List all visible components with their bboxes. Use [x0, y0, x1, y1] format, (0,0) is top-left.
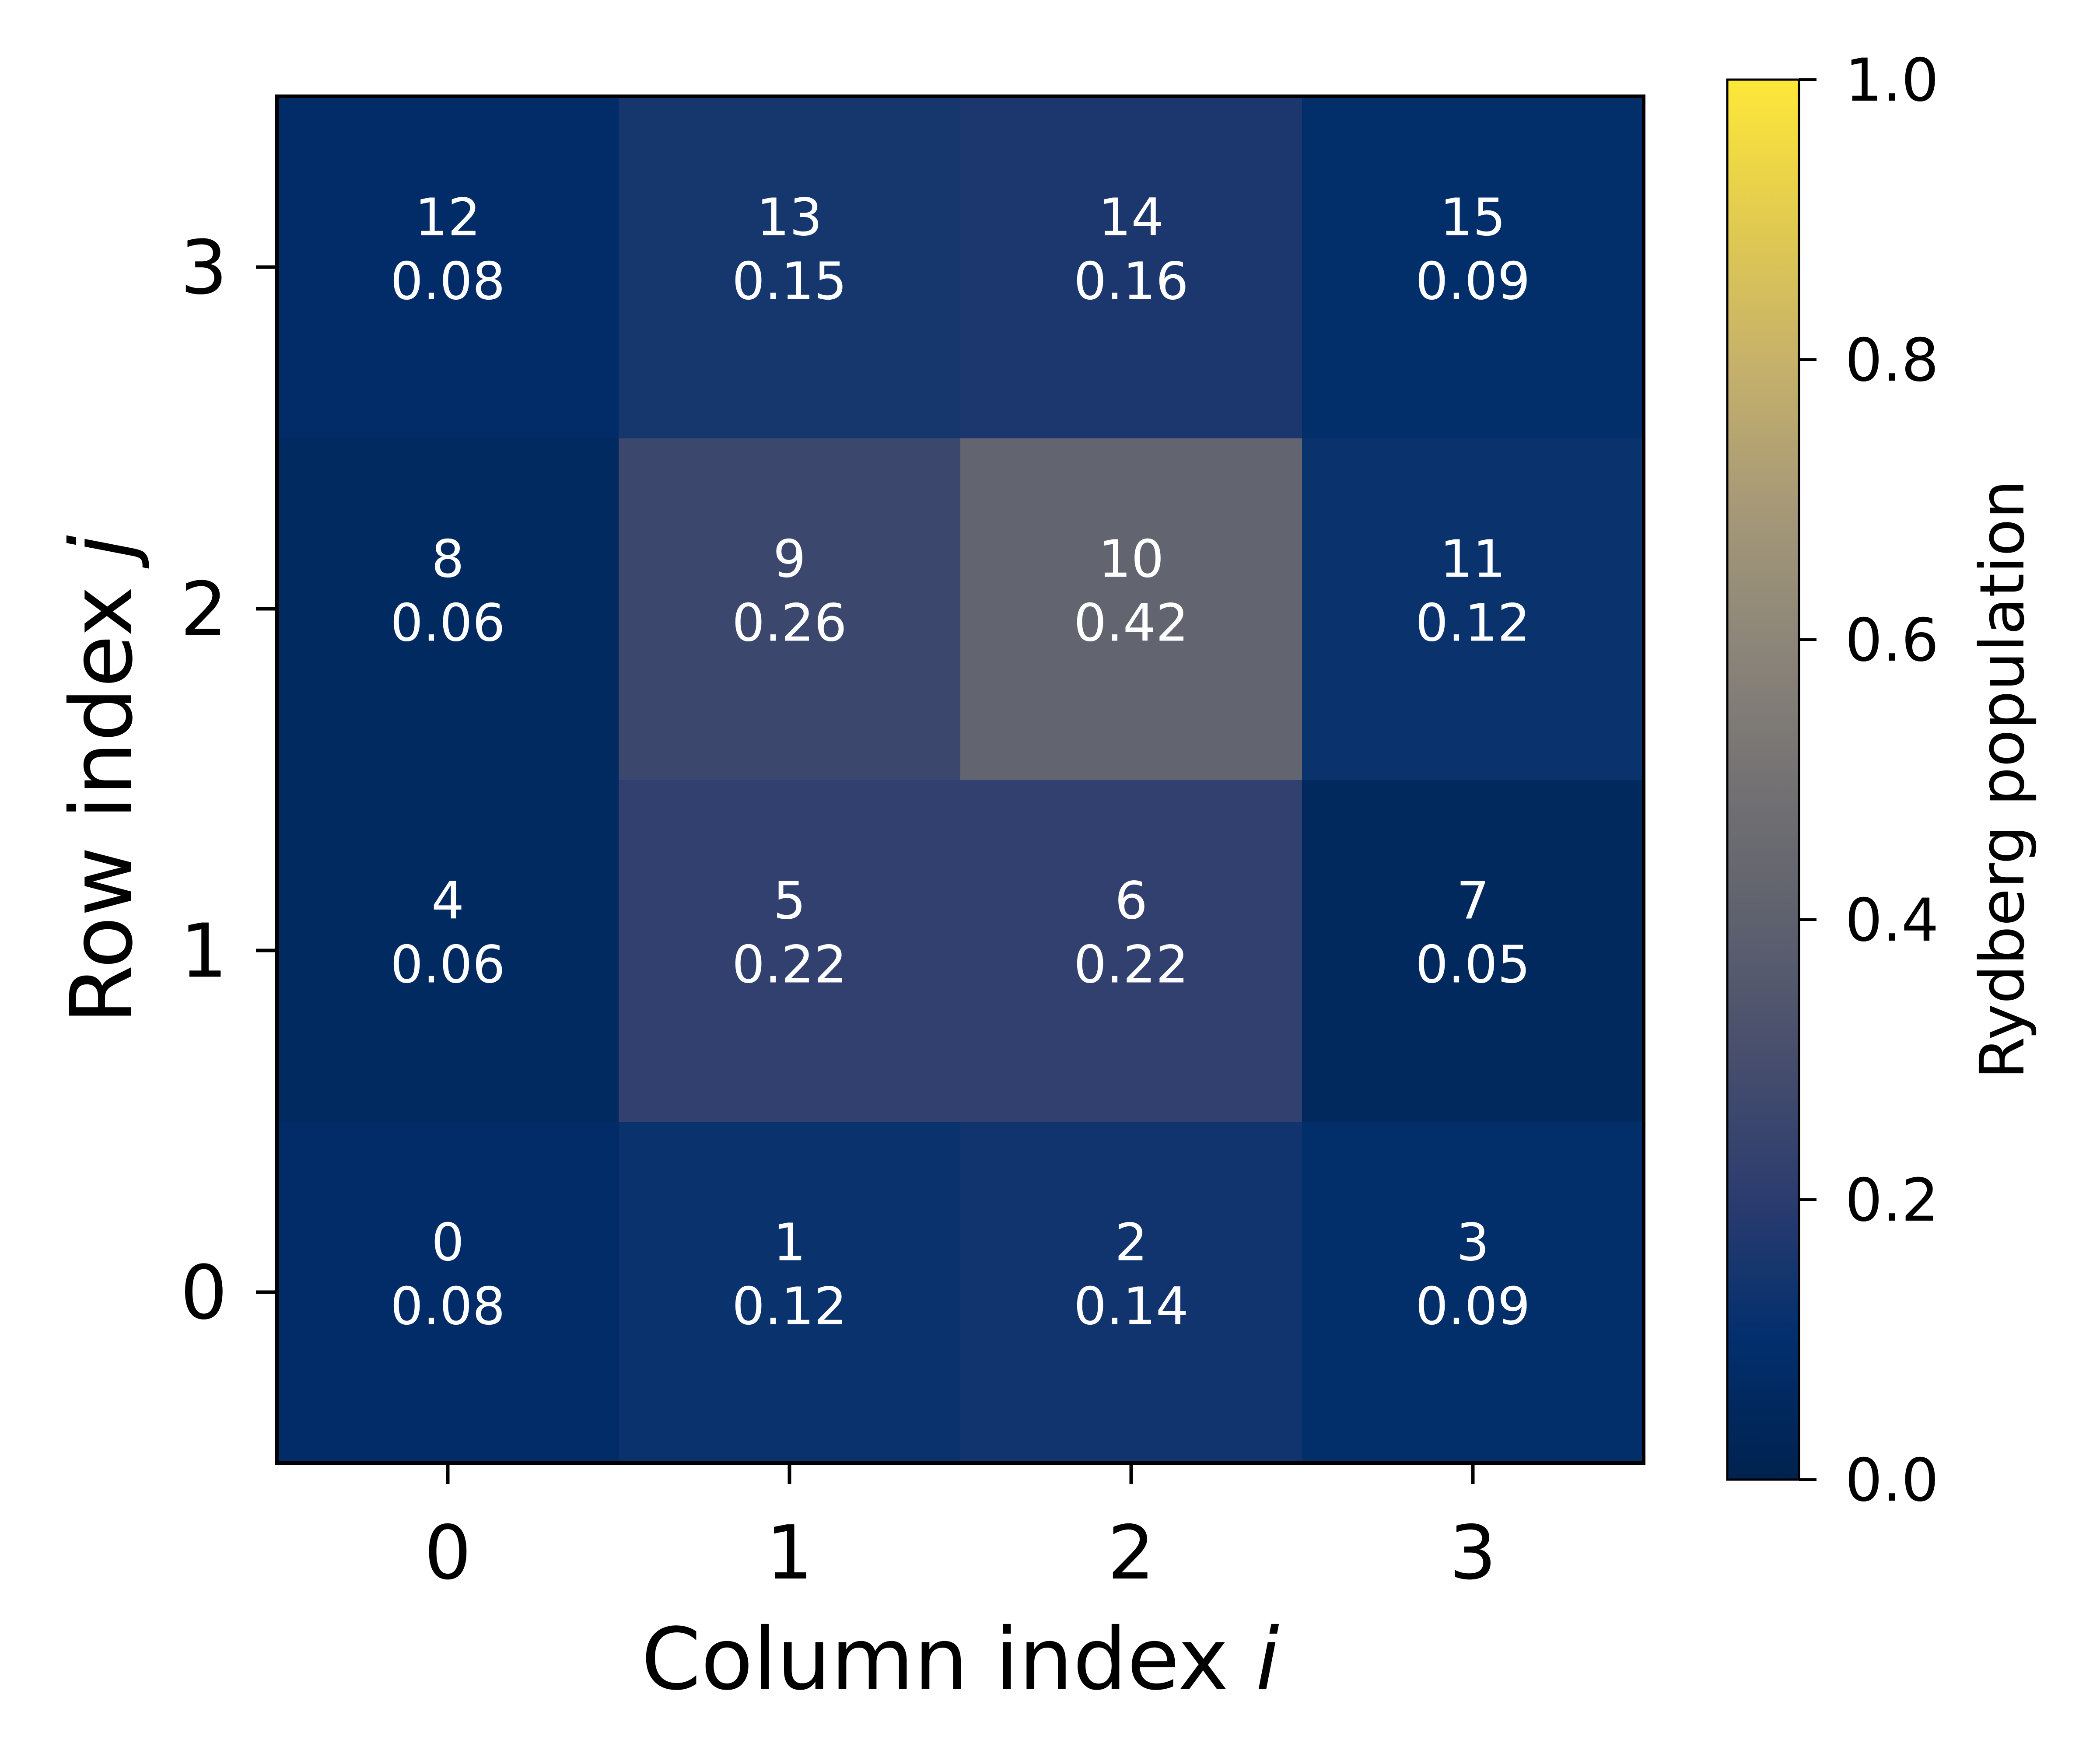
cell-site-label: 7 — [1456, 871, 1489, 931]
x-axis-title-text: Column index — [641, 1610, 1256, 1709]
cell-site-label: 3 — [1456, 1212, 1489, 1273]
cell-value-label: 0.22 — [732, 934, 847, 995]
cell-value-label: 0.09 — [1415, 1276, 1530, 1337]
cell-value-label: 0.05 — [1415, 934, 1530, 995]
heatmap-cell — [1302, 780, 1644, 1122]
heatmap-cell — [277, 780, 619, 1122]
x-axis: 0 1 2 3 — [424, 1463, 1497, 1596]
cell-value-label: 0.06 — [390, 593, 505, 653]
cell-site-label: 8 — [431, 529, 464, 589]
colorbar-gradient — [1726, 78, 1800, 1481]
colorbar-tick-label: 0.8 — [1845, 326, 1939, 395]
heatmap-cell — [619, 438, 961, 780]
colorbar-tick-label: 0.2 — [1845, 1166, 1939, 1235]
cell-value-label: 0.09 — [1415, 251, 1530, 312]
y-axis-title: Row index j — [52, 535, 151, 1024]
y-axis: 0 1 2 3 — [180, 225, 277, 1337]
colorbar-tick-label: 1.0 — [1845, 46, 1939, 115]
heatmap-cell — [277, 438, 619, 780]
heatmap-cell — [960, 1121, 1302, 1463]
y-tick-label: 3 — [180, 225, 228, 312]
x-tick-label: 3 — [1449, 1510, 1496, 1596]
y-tick-label: 0 — [180, 1250, 228, 1337]
cell-site-label: 13 — [756, 187, 822, 248]
cell-site-label: 6 — [1115, 871, 1148, 931]
colorbar-tick-label: 0.4 — [1845, 886, 1939, 955]
heatmap-cell — [277, 1121, 619, 1463]
y-axis-title-text: Row index — [52, 559, 151, 1024]
cell-value-label: 0.26 — [732, 593, 847, 653]
cell-value-label: 0.06 — [390, 934, 505, 995]
cell-site-label: 12 — [415, 187, 480, 248]
cell-site-label: 14 — [1098, 187, 1164, 248]
y-tick-label: 2 — [180, 567, 228, 653]
plot-frame — [275, 94, 1645, 1465]
cell-site-label: 5 — [773, 871, 806, 931]
cell-value-label: 0.08 — [390, 1276, 505, 1337]
cell-site-label: 0 — [431, 1212, 464, 1273]
heatmap-cell — [1302, 96, 1644, 438]
heatmap-cell-labels: 00.0810.1220.1430.0940.0650.2260.2270.05… — [390, 187, 1530, 1337]
heatmap-cells — [277, 96, 1644, 1463]
colorbar-tick-label: 0.6 — [1845, 606, 1939, 675]
cell-value-label: 0.12 — [732, 1276, 847, 1337]
cell-site-label: 2 — [1115, 1212, 1148, 1273]
cell-value-label: 0.42 — [1074, 593, 1189, 653]
y-tick-label: 1 — [180, 908, 228, 995]
x-tick-label: 0 — [424, 1510, 471, 1596]
cell-site-label: 15 — [1440, 187, 1505, 248]
heatmap-cell — [960, 438, 1302, 780]
cell-site-label: 9 — [773, 529, 806, 589]
heatmap-cell — [960, 780, 1302, 1122]
colorbar-label: Rydberg population — [1967, 480, 2038, 1079]
cell-value-label: 0.16 — [1074, 251, 1189, 312]
cell-site-label: 4 — [431, 871, 464, 931]
cell-value-label: 0.22 — [1074, 934, 1189, 995]
x-tick-label: 2 — [1107, 1510, 1155, 1596]
colorbar: 0.0 0.2 0.4 0.6 0.8 1.0 Rydberg population — [1726, 46, 2038, 1515]
cell-site-label: 10 — [1098, 529, 1164, 589]
heatmap-cell — [619, 780, 961, 1122]
heatmap-cell — [1302, 1121, 1644, 1463]
cell-value-label: 0.08 — [390, 251, 505, 312]
heatmap-cell — [1302, 438, 1644, 780]
x-axis-title: Column index i — [641, 1610, 1279, 1709]
heatmap-cell — [619, 96, 961, 438]
cell-value-label: 0.12 — [1415, 593, 1530, 653]
colorbar-tick-label: 0.0 — [1845, 1446, 1939, 1515]
cell-site-label: 1 — [773, 1212, 806, 1273]
x-tick-label: 1 — [766, 1510, 813, 1596]
cell-value-label: 0.14 — [1074, 1276, 1189, 1337]
heatmap-cell — [619, 1121, 961, 1463]
heatmap-cell — [277, 96, 619, 438]
colorbar-ticks: 0.0 0.2 0.4 0.6 0.8 1.0 — [1799, 46, 1939, 1515]
cell-value-label: 0.15 — [732, 251, 847, 312]
x-axis-title-symbol: i — [1256, 1610, 1279, 1709]
cell-site-label: 11 — [1440, 529, 1505, 589]
heatmap-cell — [960, 96, 1302, 438]
